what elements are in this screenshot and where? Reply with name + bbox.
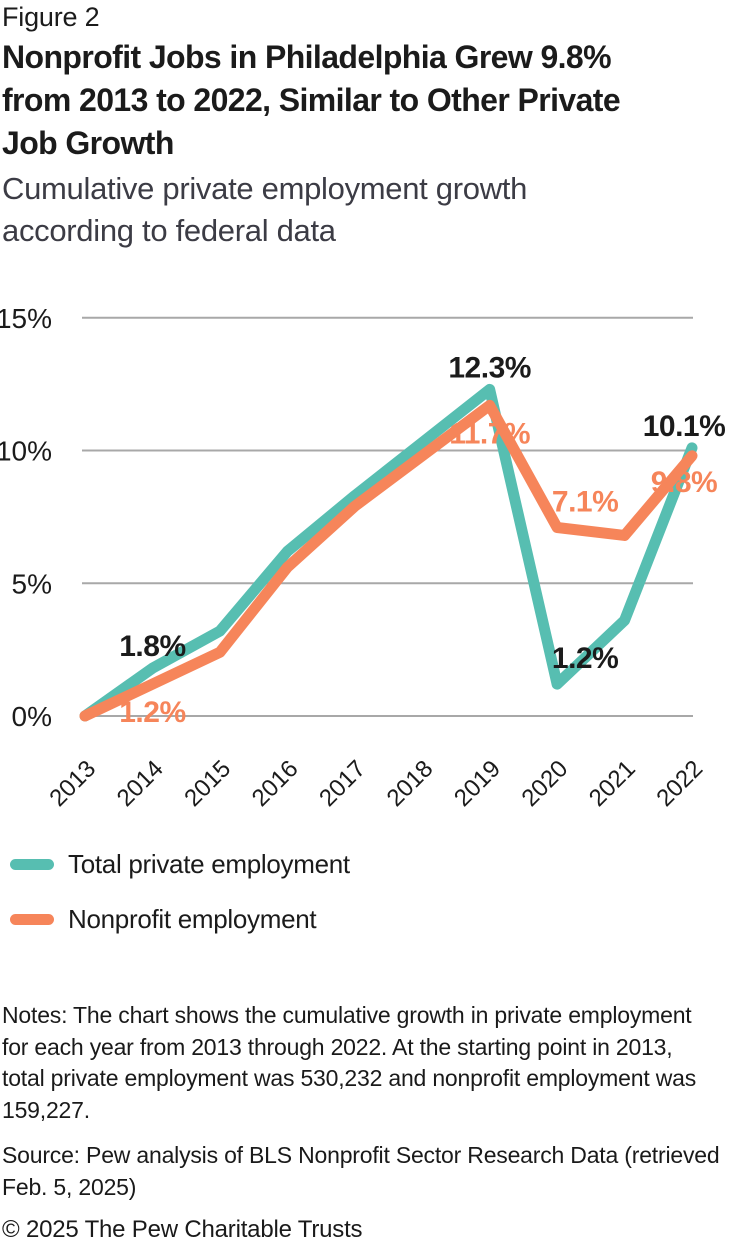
chart-title-line-2: from 2013 to 2022, Similar to Other Priv… (2, 82, 621, 118)
notes-line-4: 159,227. (2, 1096, 90, 1123)
chart-title-line-1: Nonprofit Jobs in Philadelphia Grew 9.8% (2, 39, 612, 75)
x-tick-label: 2013 (44, 755, 101, 812)
x-tick-label: 2016 (247, 755, 304, 812)
legend-item-total-private: Total private employment (10, 849, 350, 880)
source-line-1: Source: Pew analysis of BLS Nonprofit Se… (2, 1142, 720, 1168)
x-tick-label: 2018 (382, 755, 439, 812)
data-label: 1.2% (119, 696, 185, 729)
legend-item-nonprofit: Nonprofit employment (10, 904, 317, 935)
legend-swatch-nonprofit (10, 914, 54, 925)
x-tick-label: 2015 (179, 755, 236, 812)
data-label: 9.8% (651, 466, 717, 499)
notes-text: Notes: The chart shows the cumulative gr… (2, 1000, 696, 1126)
total-private-line (79, 383, 698, 722)
x-tick-label: 2014 (112, 755, 169, 812)
copyright-text: © 2025 The Pew Charitable Trusts (2, 1216, 363, 1243)
line-chart: 0%5%10%15%2013 2014 2015 2016 2017 2018 2019 20… (0, 303, 726, 812)
y-tick-label: 0% (12, 701, 52, 732)
notes-line-2: for each year from 2013 through 2022. At… (2, 1033, 673, 1060)
chart-title: Nonprofit Jobs in Philadelphia Grew 9.8%… (2, 36, 621, 165)
source-text: Source: Pew analysis of BLS Nonprofit Se… (2, 1139, 720, 1203)
x-tick-label: 2021 (584, 755, 641, 812)
data-label: 1.2% (552, 642, 618, 675)
chart-subtitle-line-1: Cumulative private employment growth (2, 171, 528, 206)
legend-label-nonprofit: Nonprofit employment (68, 904, 317, 934)
y-tick-label: 5% (12, 568, 52, 599)
data-label: 10.1% (643, 410, 726, 443)
chart-subtitle: Cumulative private employment growth acc… (2, 168, 527, 252)
notes-line-3: total private employment was 530,232 and… (2, 1065, 697, 1091)
notes-line-1: Notes: The chart shows the cumulative gr… (2, 1002, 692, 1028)
x-tick-label: 2020 (517, 755, 574, 812)
x-tick-label: 2017 (314, 755, 371, 812)
data-label: 11.7% (449, 417, 530, 450)
legend-label-total-private: Total private employment (68, 849, 350, 879)
source-line-2: Feb. 5, 2025) (2, 1174, 137, 1200)
data-label: 1.8% (119, 630, 185, 663)
figure-label: Figure 2 (2, 2, 100, 32)
data-label: 7.1% (552, 485, 618, 518)
y-tick-label: 15% (0, 303, 52, 334)
x-tick-label: 2019 (449, 755, 506, 812)
legend-swatch-total-private (10, 859, 54, 870)
chart-title-line-3: Job Growth (2, 125, 174, 161)
x-tick-label: 2022 (651, 755, 708, 812)
nonprofit-line (79, 399, 698, 722)
y-tick-label: 10% (0, 436, 52, 467)
data-label: 12.3% (448, 351, 531, 384)
chart-subtitle-line-2: according to federal data (2, 213, 336, 248)
